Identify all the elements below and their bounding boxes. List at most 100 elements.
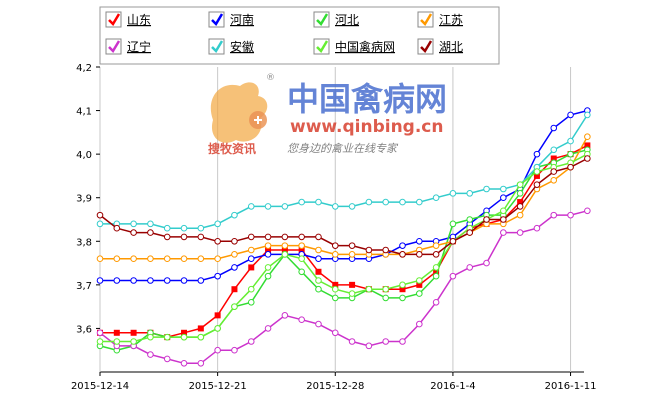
data-point[interactable] xyxy=(197,333,205,341)
data-point[interactable] xyxy=(382,294,389,302)
data-point[interactable] xyxy=(197,233,205,241)
data-point[interactable] xyxy=(433,268,440,275)
legend-item[interactable]: 中国禽病网 xyxy=(313,38,395,55)
data-point[interactable] xyxy=(416,237,423,245)
data-point[interactable] xyxy=(466,264,474,271)
data-point[interactable] xyxy=(399,338,406,345)
data-point[interactable] xyxy=(533,172,540,179)
data-point[interactable] xyxy=(130,329,137,336)
legend-item[interactable]: 山东 xyxy=(105,11,151,28)
data-point[interactable] xyxy=(567,211,574,219)
data-point[interactable] xyxy=(315,320,322,328)
data-point[interactable] xyxy=(231,251,238,258)
data-point[interactable] xyxy=(332,281,339,288)
data-point[interactable] xyxy=(130,338,137,345)
data-point[interactable] xyxy=(214,255,221,263)
data-point[interactable] xyxy=(348,290,356,297)
data-point[interactable] xyxy=(298,242,305,249)
data-point[interactable] xyxy=(281,233,289,241)
data-point[interactable] xyxy=(533,168,541,175)
data-point[interactable] xyxy=(382,198,389,206)
data-point[interactable] xyxy=(449,220,457,228)
data-point[interactable] xyxy=(264,264,272,271)
data-point[interactable] xyxy=(265,247,272,253)
data-point[interactable] xyxy=(264,325,272,332)
legend-label[interactable]: 河南 xyxy=(230,12,254,27)
data-point[interactable] xyxy=(348,242,356,249)
data-point[interactable] xyxy=(147,255,154,263)
data-point[interactable] xyxy=(231,346,238,354)
data-point[interactable] xyxy=(516,203,524,210)
data-point[interactable] xyxy=(432,298,440,306)
data-point[interactable] xyxy=(584,111,591,119)
data-point[interactable] xyxy=(432,194,440,202)
data-point[interactable] xyxy=(416,320,423,328)
data-point[interactable] xyxy=(298,233,305,241)
data-point[interactable] xyxy=(247,246,255,254)
data-point[interactable] xyxy=(298,316,305,324)
legend-label[interactable]: 山东 xyxy=(127,13,151,27)
legend-label[interactable]: 中国禽病网 xyxy=(335,39,395,54)
data-point[interactable] xyxy=(550,211,558,219)
data-point[interactable] xyxy=(533,224,541,232)
data-point[interactable] xyxy=(382,285,389,293)
data-point[interactable] xyxy=(365,246,373,254)
data-point[interactable] xyxy=(130,220,137,228)
data-point[interactable] xyxy=(113,224,121,232)
data-point[interactable] xyxy=(516,181,524,188)
data-point[interactable] xyxy=(500,185,507,193)
data-point[interactable] xyxy=(365,285,373,293)
data-point[interactable] xyxy=(584,207,591,215)
data-point[interactable] xyxy=(281,203,289,210)
legend-label[interactable]: 江苏 xyxy=(439,13,463,27)
data-point[interactable] xyxy=(264,272,272,280)
data-point[interactable] xyxy=(181,329,188,336)
data-point[interactable] xyxy=(96,211,104,219)
data-point[interactable] xyxy=(231,237,238,245)
data-point[interactable] xyxy=(180,233,188,241)
data-point[interactable] xyxy=(567,150,574,158)
data-point[interactable] xyxy=(432,272,440,280)
data-point[interactable] xyxy=(163,333,171,341)
data-point[interactable] xyxy=(399,294,406,302)
data-point[interactable] xyxy=(298,198,305,206)
data-point[interactable] xyxy=(331,203,339,210)
data-point[interactable] xyxy=(550,176,558,184)
data-point[interactable] xyxy=(517,199,524,206)
data-point[interactable] xyxy=(113,338,121,345)
data-point[interactable] xyxy=(550,124,558,132)
data-point[interactable] xyxy=(315,255,322,263)
data-point[interactable] xyxy=(500,216,507,223)
data-point[interactable] xyxy=(247,233,255,241)
data-point[interactable] xyxy=(96,338,104,345)
data-point[interactable] xyxy=(264,203,272,210)
data-point[interactable] xyxy=(147,277,154,284)
data-point[interactable] xyxy=(399,281,406,289)
data-point[interactable] xyxy=(298,255,305,263)
legend-item[interactable]: 辽宁 xyxy=(105,38,151,55)
legend-label[interactable]: 辽宁 xyxy=(127,39,151,54)
data-point[interactable] xyxy=(550,168,558,175)
data-point[interactable] xyxy=(399,286,406,293)
data-point[interactable] xyxy=(281,312,289,319)
data-point[interactable] xyxy=(231,286,238,293)
data-point[interactable] xyxy=(163,255,171,263)
data-point[interactable] xyxy=(432,264,440,271)
data-point[interactable] xyxy=(264,251,272,258)
data-point[interactable] xyxy=(180,277,188,284)
data-point[interactable] xyxy=(247,203,255,210)
data-point[interactable] xyxy=(247,338,255,345)
data-point[interactable] xyxy=(180,255,188,263)
data-point[interactable] xyxy=(264,242,272,249)
data-point[interactable] xyxy=(130,255,137,263)
legend-item[interactable]: 河北 xyxy=(313,11,359,28)
data-point[interactable] xyxy=(365,198,373,206)
data-point[interactable] xyxy=(416,251,423,258)
data-point[interactable] xyxy=(416,198,423,206)
data-point[interactable] xyxy=(197,255,205,263)
data-point[interactable] xyxy=(113,277,121,284)
data-point[interactable] xyxy=(382,246,389,254)
data-point[interactable] xyxy=(214,272,221,280)
data-point[interactable] xyxy=(214,312,221,319)
data-point[interactable] xyxy=(147,333,154,341)
